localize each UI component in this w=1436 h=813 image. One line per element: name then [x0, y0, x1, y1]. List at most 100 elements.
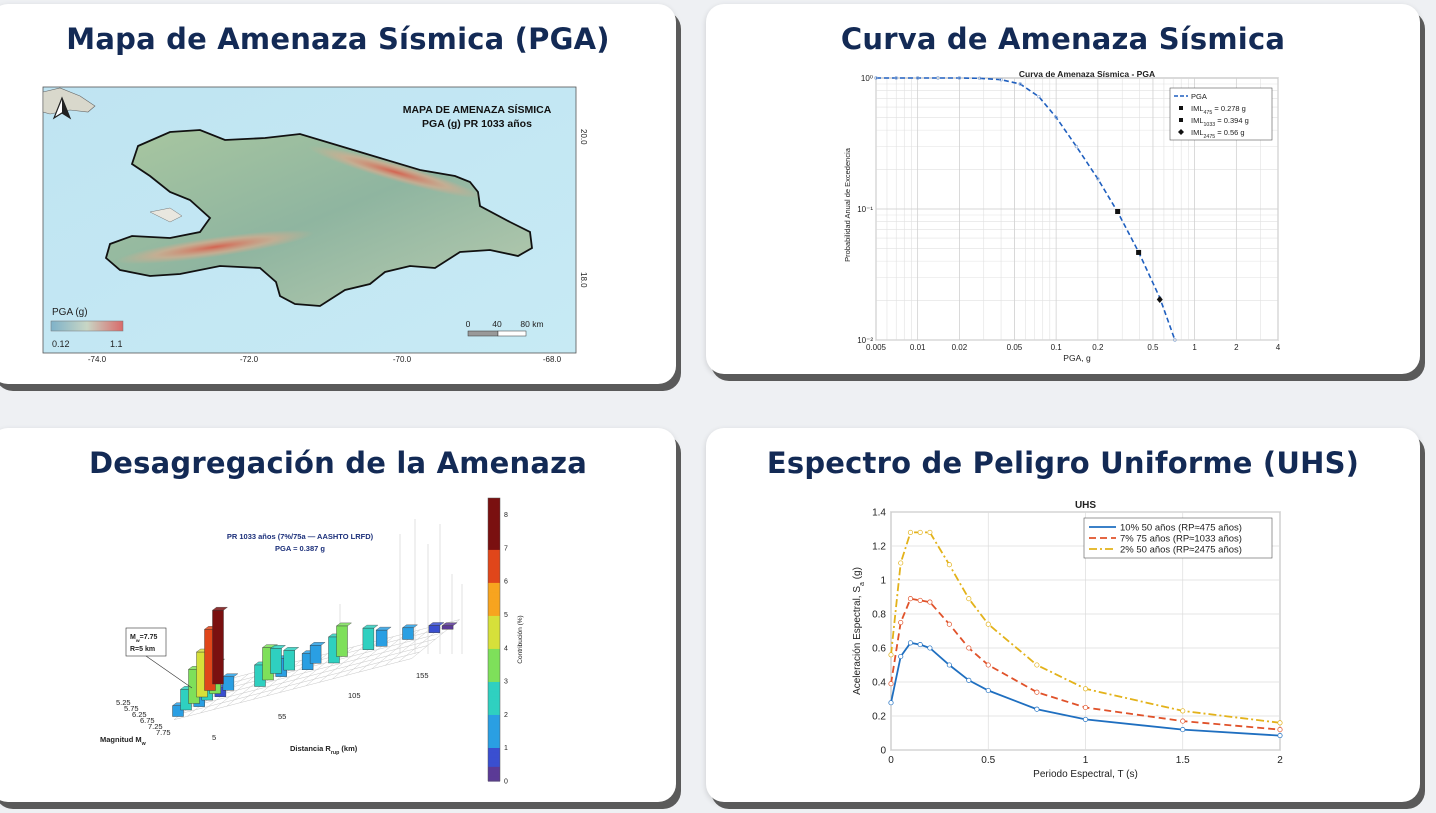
uhs-series-point — [1034, 689, 1040, 695]
deagg-colorbar-cell — [488, 526, 500, 532]
deagg-colorbar-cell — [488, 719, 500, 725]
uhs-y-tick: 0.6 — [872, 644, 886, 655]
deagg-m-tick: 7.25 — [148, 722, 163, 731]
deagg-colorbar-cell — [488, 771, 500, 777]
uhs-series-point — [966, 645, 972, 651]
deagg-colorbar-cell — [488, 762, 500, 768]
deagg-bar — [270, 648, 282, 674]
deagg-ylabel-sub: w — [141, 741, 147, 747]
uhs-series-point — [1277, 733, 1283, 739]
hazard-pga-point — [1054, 115, 1058, 120]
scale-label: 40 — [492, 319, 502, 329]
uhs-series-line — [890, 641, 1281, 737]
hazard-legend-swatch — [1178, 129, 1184, 135]
deagg-colorbar-cell — [488, 535, 500, 542]
hazard-x-tick: 1 — [1192, 343, 1197, 352]
deagg-annotation-tail: =7.75 — [140, 634, 158, 641]
deagg-colorbar-cell — [488, 757, 500, 763]
deagg-bar-top — [309, 642, 326, 646]
deagg-colorbar-cell — [488, 710, 500, 716]
deagg-colorbar-cell — [488, 681, 500, 688]
deagg-colorbar-cell — [488, 733, 500, 740]
deagg-bar — [375, 629, 388, 647]
deagg-ylabel-main: Magnitud M — [100, 735, 142, 744]
deagg-colorbar-cell — [488, 582, 500, 589]
deagg-colorbar-cell — [488, 507, 500, 513]
lon-tick: -74.0 — [88, 355, 107, 364]
deagg-colorbar-cell — [488, 597, 500, 603]
deagg-colorbar-cell — [488, 549, 500, 556]
deagg-xlabel: Distancia Rrup (km) — [290, 744, 358, 756]
uhs-card: Espectro de Peligro Uniforme (UHS) 0 0.5 1… — [706, 428, 1420, 802]
hazard-y-tick: 10⁻² — [857, 336, 873, 345]
map-card: Mapa de Amenaza Sísmica (PGA) — [0, 4, 676, 384]
map-heading-1: MAPA DE AMENAZA SÍSMICA — [403, 103, 552, 116]
uhs-series-point — [966, 677, 972, 683]
hazard-x-tick: 0.1 — [1051, 343, 1063, 352]
pga-legend-bar — [50, 320, 124, 332]
hazard-x-tick: 0.005 — [866, 343, 887, 352]
deagg-colorbar-cell — [488, 611, 500, 617]
hazard-iml-marker — [1115, 209, 1121, 215]
uhs-series-point — [985, 662, 991, 668]
hazard-ylabel: Probabilidad Anual de Excedencia — [843, 147, 852, 262]
uhs-y-tick: 0.8 — [872, 610, 886, 621]
hazard-legend-label-main: IML — [1191, 128, 1204, 137]
uhs-legend-label: 2% 50 años (RP≈2475 años) — [1120, 545, 1242, 556]
uhs-chart: 0 0.5 1 1.5 2 0 0.2 0.4 0.6 0.8 1 1.2 1.4 UHS Periodo … — [834, 494, 1290, 794]
hazard-legend-label-main: IML — [1191, 116, 1204, 125]
pga-legend-title: PGA (g) — [52, 307, 88, 318]
uhs-ylabel: Aceleración Espectral, Sa (g) — [852, 567, 866, 695]
deagg-colorbar-cell — [488, 686, 500, 692]
uhs-series-point — [907, 529, 914, 535]
uhs-series-point — [1034, 706, 1040, 712]
deagg-xlabel-sub: rup — [331, 750, 339, 756]
hazard-pga-point — [1037, 94, 1041, 99]
uhs-series-point — [917, 529, 923, 535]
pga-legend-max: 1.1 — [110, 339, 123, 349]
uhs-xlabel: Periodo Espectral, T (s) — [1033, 769, 1138, 780]
uhs-series-point — [888, 700, 894, 706]
hazard-y-tick: 10⁰ — [861, 74, 873, 83]
deagg-bar — [212, 609, 224, 685]
uhs-x-tick: 1 — [1083, 755, 1089, 766]
uhs-series-point — [917, 597, 923, 603]
scale-label: 80 km — [520, 319, 543, 329]
deagg-colorbar-cell — [488, 620, 500, 626]
uhs-series-point — [985, 621, 991, 627]
uhs-ylabel-main: Aceleración Espectral, S — [852, 586, 863, 695]
uhs-series-point — [927, 529, 933, 535]
deagg-colorbar-cell — [488, 672, 500, 678]
deagg-bar-top — [222, 673, 239, 677]
deagg-m-tick: 6.25 — [132, 710, 147, 719]
deagg-colorbar-cell — [488, 752, 500, 759]
deagg-annotation: Mw=7.75 — [130, 634, 157, 644]
deagg-bar — [283, 650, 295, 671]
deagg-bar — [441, 625, 454, 630]
deagg-colorbar-cell — [488, 601, 500, 608]
hazard-pga-point — [894, 76, 898, 80]
deagg-bar-top — [211, 607, 229, 611]
lon-tick: -72.0 — [240, 355, 259, 364]
deagg-r-tick: 55 — [278, 712, 286, 721]
deagg-colorbar-cell — [488, 634, 500, 641]
deagg-colorbar-cell — [488, 521, 500, 527]
hazard-pga-point — [936, 76, 940, 80]
hazard-legend-label: IML1033 = 0.394 g — [1191, 116, 1249, 128]
uhs-x-tick: 0 — [888, 755, 894, 766]
deagg-colorbar-tick: 8 — [504, 512, 508, 519]
hazard-x-tick: 0.05 — [1007, 343, 1023, 352]
uhs-series-point — [898, 653, 904, 660]
uhs-series-point — [898, 560, 904, 566]
uhs-series-line — [890, 531, 1281, 724]
uhs-series-point — [898, 619, 904, 626]
hazard-legend-label-sub: 2475 — [1204, 134, 1216, 140]
deagg-colorbar-cell — [488, 564, 500, 570]
deagg-colorbar-tick: 3 — [504, 679, 508, 686]
deagg-colorbar-frame — [487, 497, 501, 782]
uhs-legend-label: 10% 50 años (RP≈475 años) — [1120, 523, 1242, 534]
deagg-r-tick: 155 — [416, 671, 429, 680]
uhs-y-tick: 1 — [880, 576, 886, 587]
deagg-r-tick: 5 — [212, 733, 216, 742]
north-arrow-icon — [52, 96, 72, 120]
